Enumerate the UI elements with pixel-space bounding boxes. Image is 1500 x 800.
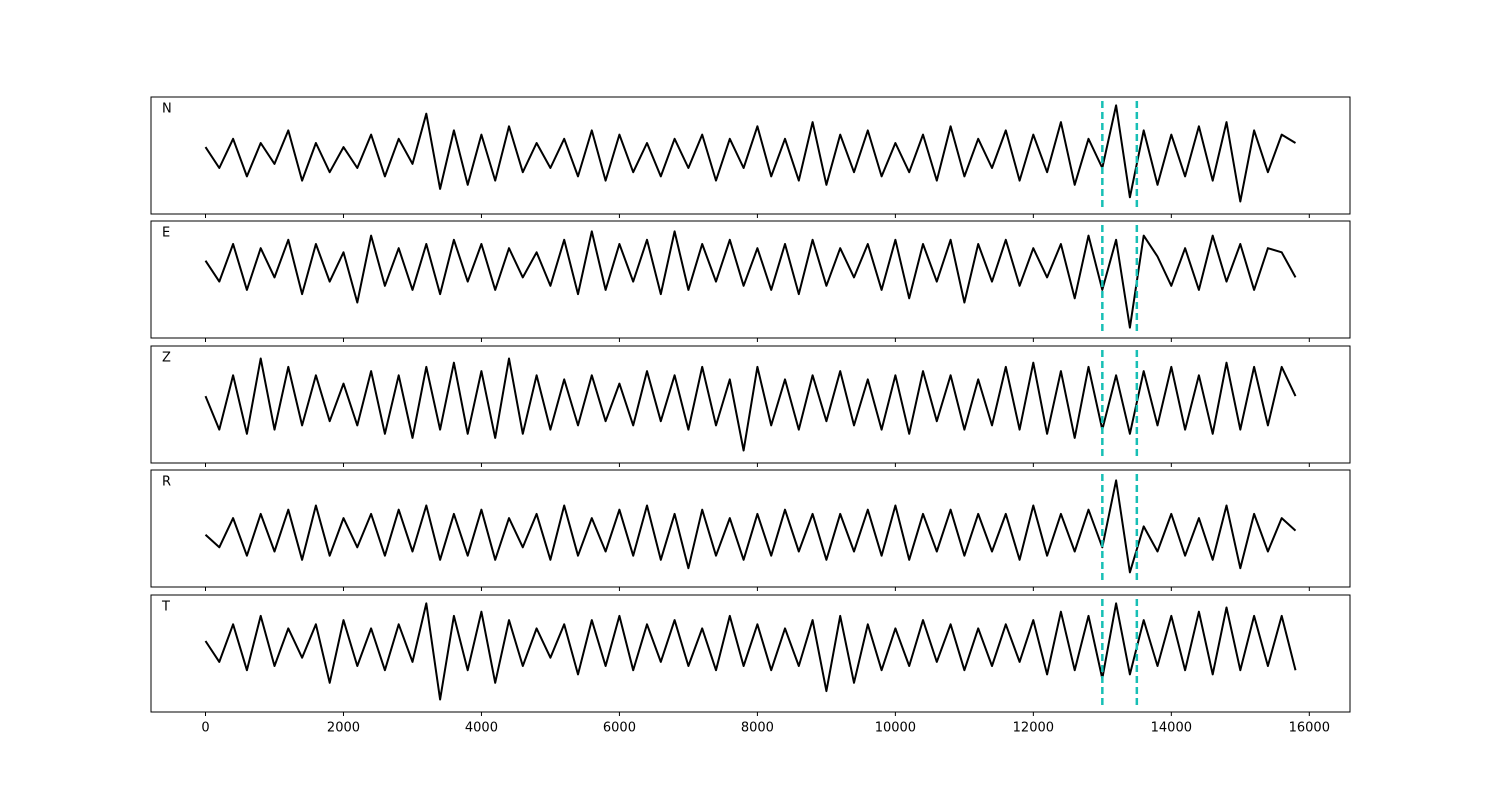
x-tick-label: 16000 (1289, 721, 1330, 736)
x-tick-label: 12000 (1013, 721, 1054, 736)
panel-label: N (162, 102, 172, 117)
waveform (204, 104, 1297, 203)
panel-frame (150, 594, 1351, 713)
x-tick-label: 0 (201, 721, 209, 736)
x-tick-label: 10000 (875, 721, 916, 736)
panel-frame (150, 220, 1351, 339)
waveform (204, 602, 1297, 701)
x-tick-label: 4000 (465, 721, 498, 736)
panel-frame (150, 469, 1351, 588)
waveform (204, 357, 1297, 452)
x-tick-label: 2000 (327, 721, 360, 736)
panel-label: R (162, 475, 171, 490)
panel-frame (150, 96, 1351, 215)
x-tick-label: 6000 (603, 721, 636, 736)
panel-label: E (162, 226, 170, 241)
x-tick-label: 14000 (1151, 721, 1192, 736)
x-tick-label: 8000 (741, 721, 774, 736)
panel-frame (150, 345, 1351, 464)
panel-label: T (161, 600, 170, 615)
waveform (204, 230, 1297, 329)
waveform (204, 479, 1297, 574)
panel-label: Z (162, 351, 171, 366)
